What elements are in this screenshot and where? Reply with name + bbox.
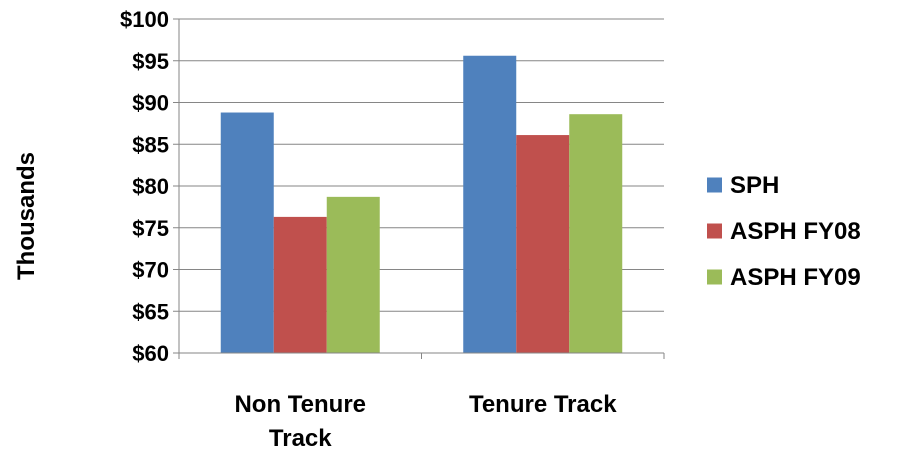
legend-swatch xyxy=(707,223,722,239)
bars xyxy=(220,55,623,354)
bar xyxy=(463,55,517,354)
y-axis-label: Thousands xyxy=(13,152,40,280)
bar xyxy=(220,112,274,354)
legend-swatch xyxy=(707,177,722,193)
y-tick-label: $75 xyxy=(132,216,169,241)
y-tick-labels: $60 $65 $70 $75 $80 $85 $90 $95 $100 xyxy=(120,7,169,366)
axes xyxy=(173,18,665,359)
bar xyxy=(516,135,570,353)
x-tick-label: Tenure Track xyxy=(469,391,617,418)
y-tick-label: $85 xyxy=(132,132,169,157)
x-tick-labels: Non Tenure Track Tenure Track xyxy=(234,391,617,452)
bar xyxy=(326,196,380,353)
y-tick-label: $65 xyxy=(132,299,169,324)
legend-label: SPH xyxy=(730,172,779,199)
y-tick-label: $70 xyxy=(132,258,169,283)
y-tick-label: $95 xyxy=(132,49,169,74)
legend: SPH ASPH FY08 ASPH FY09 xyxy=(707,172,861,291)
y-tick-label: $60 xyxy=(132,341,169,366)
bar xyxy=(569,114,623,353)
bar xyxy=(273,216,327,353)
legend-swatch xyxy=(707,269,722,285)
y-tick-label: $80 xyxy=(132,174,169,199)
y-tick-label: $100 xyxy=(120,7,169,32)
legend-label: ASPH FY09 xyxy=(730,264,861,291)
legend-label: ASPH FY08 xyxy=(730,218,861,245)
y-tick-label: $90 xyxy=(132,91,169,116)
x-tick-label: Non Tenure Track xyxy=(234,391,366,452)
